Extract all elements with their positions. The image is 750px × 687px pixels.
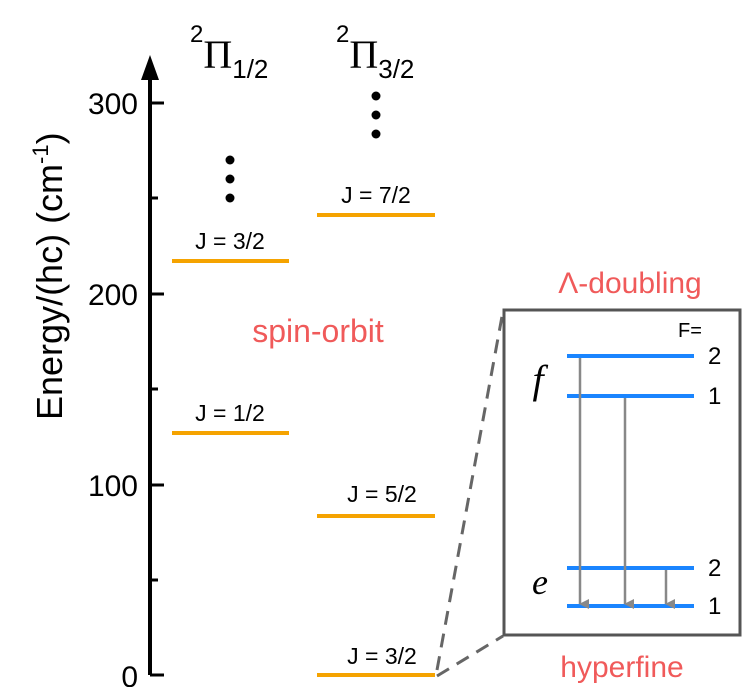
zoom-line-upper bbox=[435, 310, 505, 671]
inset-box bbox=[502, 308, 742, 637]
inset-f-label: f bbox=[532, 357, 548, 402]
ellipsis-dot bbox=[225, 155, 235, 165]
tick-label-300: 300 bbox=[88, 88, 138, 121]
inset-F-header: F= bbox=[678, 320, 702, 342]
inset-f-lower-F: 1 bbox=[708, 383, 721, 410]
ellipsis-dot bbox=[371, 110, 381, 120]
level-label-right-j72: J = 7/2 bbox=[341, 182, 411, 208]
level-label-right-j52: J = 5/2 bbox=[347, 481, 417, 507]
left-header-sup: 2 bbox=[190, 21, 203, 48]
y-axis-arrowhead bbox=[141, 55, 159, 80]
right-header-sub: 3/2 bbox=[378, 54, 414, 84]
y-axis-label-sup: -1 bbox=[28, 144, 53, 164]
spin-orbit-label: spin-orbit bbox=[252, 313, 384, 349]
hyperfine-label: hyperfine bbox=[560, 651, 683, 684]
tick-label-100: 100 bbox=[88, 470, 138, 503]
y-axis-label: Energy/(hc) (cm-1) bbox=[28, 132, 70, 420]
inset-f-upper-F: 2 bbox=[708, 343, 721, 370]
left-header-symbol: Π bbox=[203, 32, 232, 77]
right-header-symbol: Π bbox=[349, 32, 378, 77]
column-header-right: 2Π3/2 bbox=[336, 21, 414, 84]
zoom-line-lower bbox=[436, 634, 504, 678]
ellipsis-dot bbox=[225, 174, 235, 184]
left-header-sub: 1/2 bbox=[232, 54, 268, 84]
y-axis-label-close: ) bbox=[29, 132, 70, 144]
tick-label-0: 0 bbox=[121, 661, 138, 687]
inset-e-label: e bbox=[532, 562, 548, 602]
right-header-sup: 2 bbox=[336, 21, 349, 48]
ellipsis-dot bbox=[371, 129, 381, 139]
tick-label-200: 200 bbox=[88, 279, 138, 312]
level-label-left-j12: J = 1/2 bbox=[195, 400, 265, 426]
y-axis-label-main: Energy/(hc) (cm bbox=[29, 164, 70, 420]
column-header-left: 2Π1/2 bbox=[190, 21, 268, 84]
inset-e-upper-F: 2 bbox=[708, 555, 721, 582]
inset-e-lower-F: 1 bbox=[708, 593, 721, 620]
ellipsis-dot bbox=[225, 193, 235, 203]
level-label-right-j32: J = 3/2 bbox=[347, 643, 417, 669]
ellipsis-dot bbox=[371, 91, 381, 101]
lambda-doubling-label: Λ-doubling bbox=[558, 267, 701, 300]
level-label-left-j32: J = 3/2 bbox=[195, 228, 265, 254]
